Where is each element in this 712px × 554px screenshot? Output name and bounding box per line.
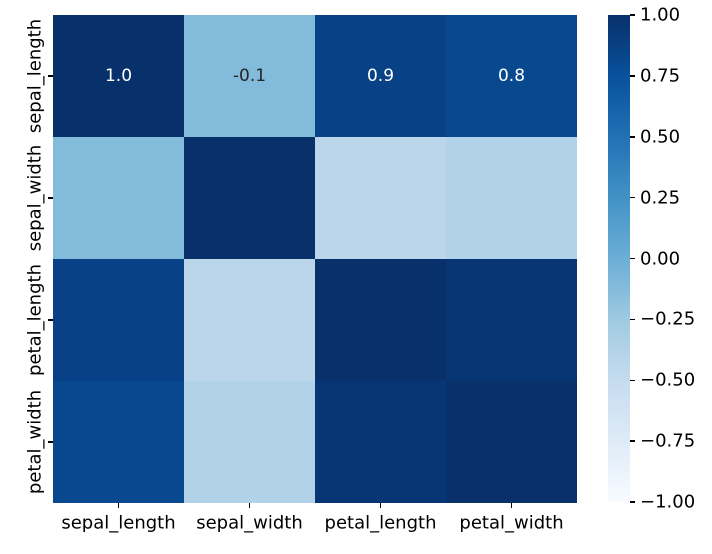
colorbar-tick-label: 0.00 [640,248,681,269]
heatmap-cell [53,381,184,503]
colorbar-tick [630,379,635,381]
colorbar-tick-label: −1.00 [640,491,696,513]
colorbar-tick-label: 0.25 [640,187,681,209]
colorbar-tick-label: 0.50 [640,126,681,148]
colorbar-tick [630,196,635,199]
x-axis-tick [510,503,513,508]
heatmap-cell [315,259,446,381]
heatmap-cell [446,137,577,259]
x-axis-tick [248,503,251,508]
heatmap-cell [184,259,315,381]
colorbar-tick [630,501,635,503]
x-axis-tick-label: petal_length [324,512,437,534]
heatmap-cell [315,381,446,503]
colorbar-tick [630,75,635,77]
cell-annotation: 0.9 [366,65,395,86]
heatmap-grid: 1.0 -0.1 0.9 0.8 [53,15,577,503]
y-axis-tick [48,441,53,443]
colorbar-tick [630,440,635,442]
x-axis-tick-label: sepal_length [61,512,176,534]
heatmap-cell [53,137,184,259]
y-axis-tick-label: petal_width [24,389,46,495]
cell-annotation: 1.0 [104,65,133,86]
y-axis-tick-label: sepal_width [24,144,46,252]
heatmap-cell [446,259,577,381]
heatmap-cell: -0.1 [184,15,315,137]
y-axis-tick [48,319,53,321]
colorbar-tick [630,136,635,138]
heatmap-cell [184,381,315,503]
heatmap-cell: 1.0 [53,15,184,137]
y-axis-tick [48,75,53,77]
heatmap-cell [446,381,577,503]
y-axis-tick [48,197,53,199]
heatmap-cell [53,259,184,381]
colorbar-tick [630,14,635,16]
colorbar-tick-label: −0.25 [640,308,696,330]
cell-annotation: 0.8 [497,65,526,86]
y-axis-tick-label: sepal_length [24,18,46,134]
heatmap-cell [315,137,446,259]
x-axis-tick [379,503,382,508]
colorbar-tick [630,257,635,260]
colorbar-tick [630,318,635,321]
x-axis-tick-label: petal_width [459,512,564,534]
x-axis-tick-label: sepal_width [196,512,303,534]
x-axis-tick [117,503,120,508]
heatmap-cell: 0.9 [315,15,446,137]
colorbar-tick-label: −0.75 [640,430,696,452]
colorbar-tick-label: 0.75 [640,65,681,87]
cell-annotation: -0.1 [232,65,267,86]
colorbar-tick-label: −0.50 [640,369,696,391]
heatmap-cell: 0.8 [446,15,577,137]
heatmap-cell [184,137,315,259]
colorbar-gradient [608,15,630,502]
y-axis-tick-label: petal_length [24,264,46,376]
colorbar-tick-label: 1.00 [640,4,681,26]
